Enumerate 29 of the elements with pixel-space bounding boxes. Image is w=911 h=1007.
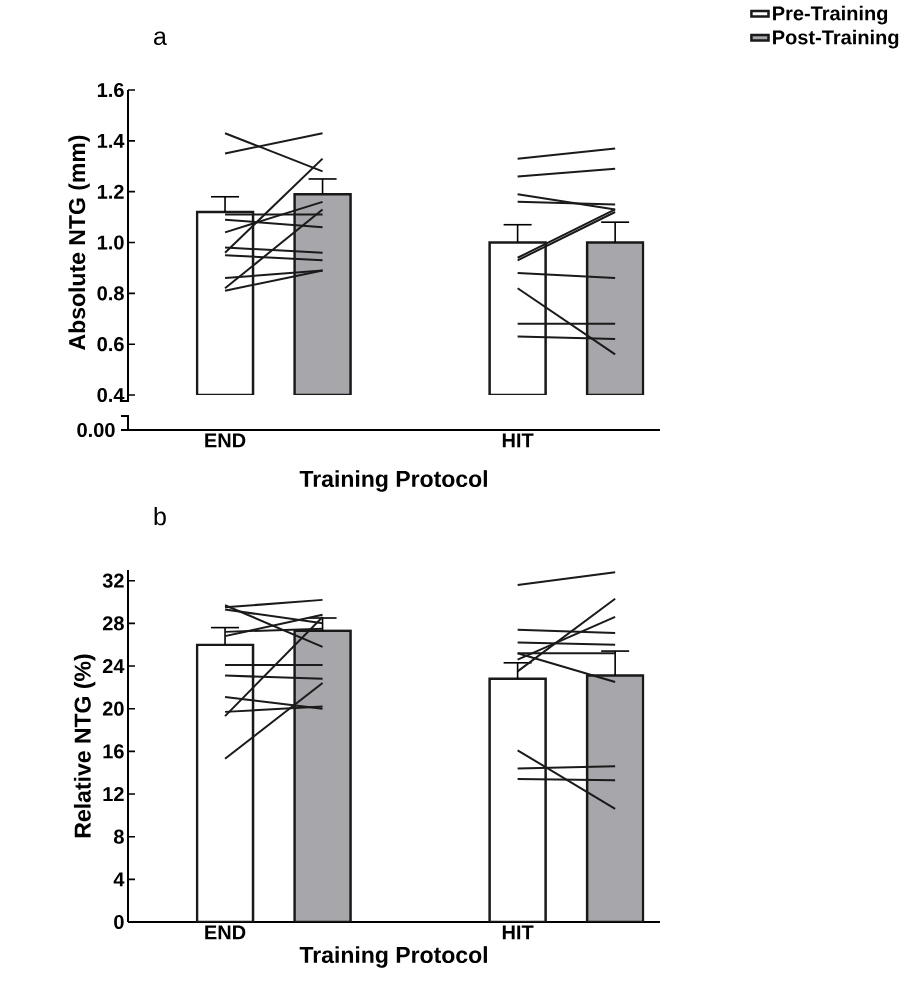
x-axis-title: Training Protocol: [299, 470, 487, 492]
y-tick-label: 8: [113, 829, 124, 844]
y-tick-label: 1.6: [97, 82, 124, 98]
y-tick-label: 1.0: [97, 235, 124, 250]
y-tick-label: 28: [102, 616, 124, 631]
y-tick-label: 16: [103, 744, 124, 759]
y-axis-title: Absolute NTG (mm): [68, 135, 90, 350]
y-tick-label: 1.2: [97, 184, 124, 199]
y-axis-title: Relative NTG (%): [73, 654, 96, 838]
text: Pre-Training: [773, 5, 888, 25]
y-tick-label: 32: [102, 573, 124, 588]
x-tick-label: HIT: [502, 433, 534, 448]
y-tick-label: 0.8: [97, 286, 124, 301]
x-tick-label: HIT: [502, 925, 534, 940]
x-axis-title: Training Protocol: [299, 946, 487, 968]
y-tick-label: 12: [103, 787, 124, 801]
chart-title: b: [154, 506, 166, 526]
chart-title: a: [154, 31, 167, 46]
y-tick-label: 20: [102, 701, 124, 716]
x-tick-label: END: [205, 433, 246, 448]
x-tick-label: END: [205, 925, 246, 940]
y-tick-label: 0: [114, 914, 124, 930]
text: 0.00: [77, 422, 115, 438]
y-tick-label: 24: [102, 659, 125, 673]
legend-label: Post-Training: [773, 29, 899, 49]
y-tick-label: 1.4: [97, 133, 125, 148]
y-tick-label: 4: [113, 872, 125, 887]
y-tick-label: 0.6: [97, 337, 124, 352]
y-tick-label: 0.4: [97, 387, 125, 403]
